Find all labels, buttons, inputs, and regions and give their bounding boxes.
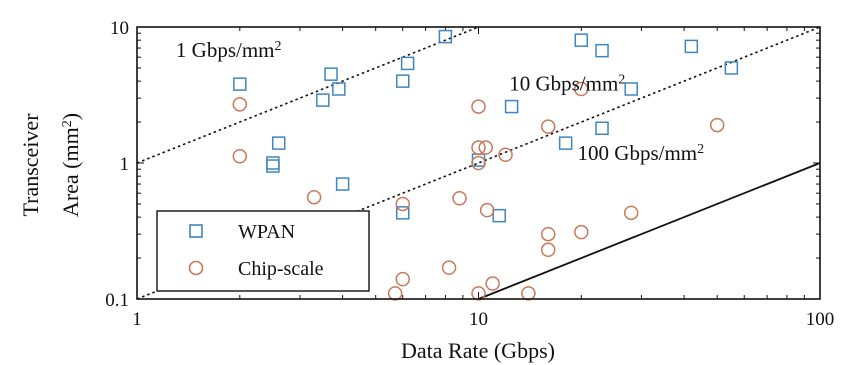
y-axis-label-line1: Transceiver	[18, 113, 43, 217]
wpan-point	[595, 43, 609, 58]
chip-scale-point	[485, 276, 500, 291]
chip-scale-point	[540, 226, 556, 242]
x-tick-label: 100	[806, 309, 835, 330]
wpan-point	[400, 56, 415, 71]
wpan-point	[332, 82, 346, 96]
wpan-point	[395, 206, 410, 220]
chip-scale-point	[387, 286, 403, 301]
chip-scale-point	[521, 286, 536, 301]
wpan-point	[266, 159, 280, 173]
y-tick-label: 10	[110, 18, 129, 39]
chip-scale-point	[471, 155, 486, 171]
reference-line-labels: 1 Gbps/mm2 10 Gbps/mm2 100 Gbps/mm2	[176, 38, 704, 165]
x-axis-label: Data Rate (Gbps)	[401, 338, 555, 363]
chip-scale-point	[471, 140, 486, 155]
chip-scale-point	[471, 286, 486, 301]
legend-chipscale-marker	[188, 260, 204, 276]
reference-line-label: 10 Gbps/mm2	[509, 72, 625, 96]
wpan-point	[558, 136, 573, 150]
wpan-point	[266, 156, 280, 170]
wpan-point	[233, 77, 247, 91]
y-axis-label-line2: Area (mm2)	[58, 113, 83, 217]
wpan-point	[324, 67, 338, 81]
chip-scale-point	[452, 191, 467, 206]
wpan-point	[492, 208, 506, 223]
plot-frame	[136, 26, 821, 300]
y-tick-label: 1	[120, 154, 130, 175]
legend-wpan-marker	[189, 224, 203, 238]
chip-scale-point	[478, 140, 493, 155]
chip-scale-point	[540, 119, 556, 134]
chip-scale-point	[306, 189, 322, 205]
chip-scale-point	[479, 202, 495, 218]
chip-scale-point	[498, 147, 513, 162]
wpan-point	[335, 177, 350, 191]
wpan-point	[271, 136, 286, 150]
y-tick-label: 0.1	[105, 290, 129, 311]
chip-scale-point	[441, 260, 457, 275]
reference-line-label: 100 Gbps/mm2	[578, 141, 705, 165]
chip-scale-point	[574, 224, 589, 240]
reference-line	[478, 162, 821, 300]
wpan-point	[395, 74, 410, 88]
chip-scale-point	[395, 271, 410, 287]
legend-wpan-label: WPAN	[238, 221, 295, 243]
chip-scale-point	[574, 81, 589, 97]
x-tick-label: 10	[469, 309, 488, 330]
reference-line-label: 1 Gbps/mm2	[176, 38, 282, 62]
wpan-point	[504, 99, 519, 114]
chip-scale-point	[471, 99, 486, 114]
wpan-point	[684, 39, 699, 54]
data-points	[232, 29, 739, 301]
chip-scale-point	[232, 149, 248, 164]
wpan-point	[316, 93, 330, 107]
wpan-point	[595, 121, 609, 136]
x-tick-label: 1	[132, 309, 142, 330]
wpan-point	[438, 29, 453, 44]
chip-scale-point	[623, 205, 639, 221]
chip-scale-point	[709, 117, 725, 133]
wpan-point	[724, 61, 739, 75]
chip-scale-point	[540, 242, 556, 258]
reference-line	[136, 26, 479, 164]
wpan-point	[574, 33, 589, 47]
legend-chipscale-label: Chip-scale	[238, 258, 324, 280]
chip-scale-point	[232, 97, 248, 112]
wpan-point	[624, 82, 638, 96]
legend: WPAN Chip-scale	[156, 210, 370, 292]
chip-scale-point	[395, 196, 410, 212]
